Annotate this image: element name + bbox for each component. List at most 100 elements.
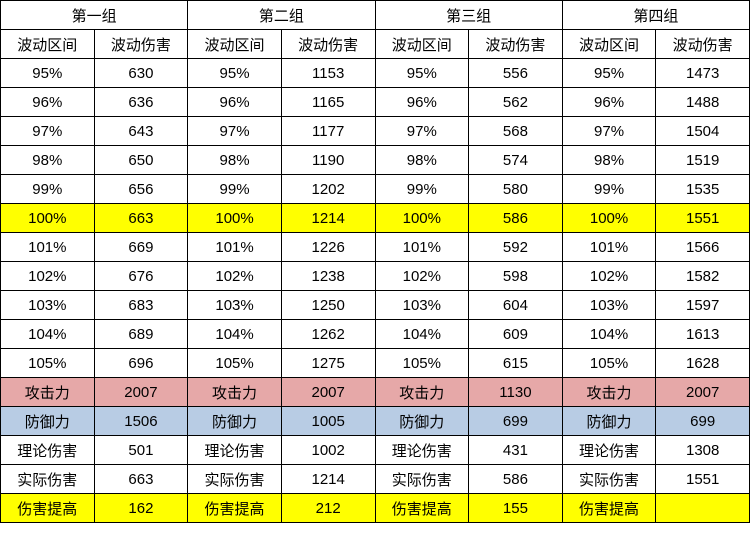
actual-damage-row: 实际伤害 663 实际伤害 1214 实际伤害 586 实际伤害 1551 [1,465,750,494]
damage-cell: 1566 [656,233,750,262]
damage-cell: 1190 [281,146,375,175]
damage-cell: 1177 [281,117,375,146]
theo-value: 501 [94,436,188,465]
boost-value [656,494,750,523]
actual-value: 1214 [281,465,375,494]
damage-cell: 1202 [281,175,375,204]
damage-cell: 592 [469,233,563,262]
group-header-4: 第四组 [562,1,749,30]
group-header-3: 第三组 [375,1,562,30]
damage-cell: 1519 [656,146,750,175]
theo-label: 理论伤害 [562,436,656,465]
range-cell: 96% [1,88,95,117]
theoretical-damage-row: 理论伤害 501 理论伤害 1002 理论伤害 431 理论伤害 1308 [1,436,750,465]
damage-cell: 580 [469,175,563,204]
def-label: 防御力 [188,407,282,436]
attack-row: 攻击力 2007 攻击力 2007 攻击力 1130 攻击力 2007 [1,378,750,407]
damage-cell: 1535 [656,175,750,204]
range-cell: 100% [375,204,469,233]
range-cell: 99% [188,175,282,204]
damage-cell: 615 [469,349,563,378]
damage-boost-row: 伤害提高 162 伤害提高 212 伤害提高 155 伤害提高 [1,494,750,523]
atk-value: 2007 [656,378,750,407]
sub-header-dmg: 波动伤害 [281,30,375,59]
actual-value: 1551 [656,465,750,494]
data-row: 100%663100%1214100%586100%1551 [1,204,750,233]
range-cell: 105% [1,349,95,378]
def-value: 1005 [281,407,375,436]
actual-label: 实际伤害 [1,465,95,494]
group-header-row: 第一组 第二组 第三组 第四组 [1,1,750,30]
damage-cell: 1262 [281,320,375,349]
range-cell: 105% [562,349,656,378]
range-cell: 100% [562,204,656,233]
range-cell: 102% [375,262,469,291]
atk-value: 1130 [469,378,563,407]
range-cell: 98% [188,146,282,175]
damage-cell: 1597 [656,291,750,320]
damage-cell: 609 [469,320,563,349]
range-cell: 100% [188,204,282,233]
actual-label: 实际伤害 [375,465,469,494]
range-cell: 101% [562,233,656,262]
range-cell: 102% [1,262,95,291]
range-cell: 103% [562,291,656,320]
def-value: 1506 [94,407,188,436]
range-cell: 98% [375,146,469,175]
damage-cell: 1613 [656,320,750,349]
sub-header-range: 波动区间 [562,30,656,59]
range-cell: 95% [1,59,95,88]
theo-value: 431 [469,436,563,465]
damage-table-container: 第一组 第二组 第三组 第四组 波动区间 波动伤害 波动区间 波动伤害 波动区间… [0,0,750,523]
range-cell: 101% [375,233,469,262]
range-cell: 96% [188,88,282,117]
data-row: 97%64397%117797%56897%1504 [1,117,750,146]
range-cell: 104% [375,320,469,349]
actual-label: 实际伤害 [188,465,282,494]
damage-cell: 1488 [656,88,750,117]
atk-value: 2007 [281,378,375,407]
damage-cell: 643 [94,117,188,146]
damage-cell: 574 [469,146,563,175]
damage-cell: 562 [469,88,563,117]
damage-cell: 1214 [281,204,375,233]
range-cell: 100% [1,204,95,233]
data-row: 96%63696%116596%56296%1488 [1,88,750,117]
range-cell: 102% [562,262,656,291]
damage-cell: 1226 [281,233,375,262]
range-cell: 99% [562,175,656,204]
damage-cell: 556 [469,59,563,88]
theo-label: 理论伤害 [1,436,95,465]
range-cell: 95% [375,59,469,88]
range-cell: 103% [375,291,469,320]
boost-label: 伤害提高 [188,494,282,523]
damage-cell: 1582 [656,262,750,291]
range-cell: 104% [188,320,282,349]
range-cell: 95% [562,59,656,88]
damage-table: 第一组 第二组 第三组 第四组 波动区间 波动伤害 波动区间 波动伤害 波动区间… [0,0,750,523]
range-cell: 102% [188,262,282,291]
range-cell: 105% [375,349,469,378]
damage-cell: 656 [94,175,188,204]
def-label: 防御力 [1,407,95,436]
range-cell: 103% [188,291,282,320]
range-cell: 97% [562,117,656,146]
range-cell: 98% [1,146,95,175]
defense-row: 防御力 1506 防御力 1005 防御力 699 防御力 699 [1,407,750,436]
atk-value: 2007 [94,378,188,407]
data-row: 102%676102%1238102%598102%1582 [1,262,750,291]
data-row: 104%689104%1262104%609104%1613 [1,320,750,349]
damage-cell: 1551 [656,204,750,233]
damage-cell: 1504 [656,117,750,146]
damage-cell: 669 [94,233,188,262]
data-row: 103%683103%1250103%604103%1597 [1,291,750,320]
range-cell: 104% [1,320,95,349]
boost-value: 212 [281,494,375,523]
atk-label: 攻击力 [1,378,95,407]
damage-cell: 683 [94,291,188,320]
def-value: 699 [656,407,750,436]
range-cell: 96% [375,88,469,117]
range-cell: 97% [188,117,282,146]
damage-cell: 663 [94,204,188,233]
theo-value: 1308 [656,436,750,465]
